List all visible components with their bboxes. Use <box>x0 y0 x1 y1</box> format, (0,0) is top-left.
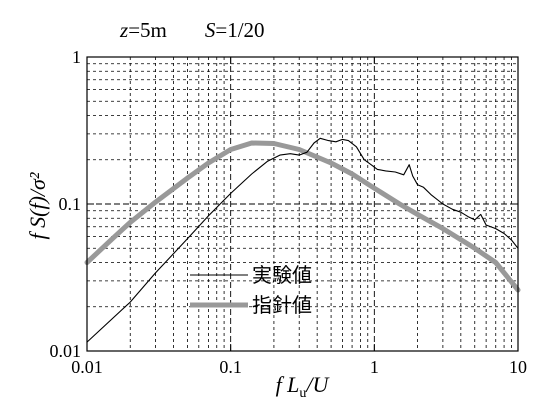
legend-label-experiment: 実験値 <box>252 263 312 287</box>
x-tick-label: 0.1 <box>219 357 242 377</box>
plot-series <box>84 137 521 343</box>
legend: 実験値 指針値 <box>190 263 312 317</box>
title-z-value: =5m <box>128 18 167 42</box>
y-tick-label: 0.1 <box>59 194 82 214</box>
x-axis-label-subscript: u <box>299 386 306 401</box>
y-tick-label: 1 <box>72 47 81 67</box>
plot-frame <box>86 56 519 352</box>
legend-label-guideline: 指針値 <box>252 293 312 317</box>
x-axis-label-tail: /U <box>304 372 330 397</box>
y-axis-label: f S(f)/σ² <box>25 172 50 239</box>
title-z-symbol: z <box>119 18 128 42</box>
axis-ticks: 0.01 0.1 1 10 0.01 0.1 1 <box>50 47 528 377</box>
title-s-value: =1/20 <box>215 18 264 42</box>
y-tick-label: 0.01 <box>50 341 82 361</box>
series-line-guideline <box>84 140 521 293</box>
title-s-symbol: S <box>205 18 216 42</box>
x-axis-label-main: f L <box>276 372 300 397</box>
x-tick-label: 10 <box>509 357 527 377</box>
series-line-experiment <box>86 137 519 343</box>
x-tick-label: 0.01 <box>71 357 103 377</box>
x-axis-label: f Lu/U <box>276 372 331 401</box>
chart-title: z=5m S=1/20 <box>119 18 265 42</box>
grid <box>87 57 518 351</box>
x-tick-label: 1 <box>370 357 379 377</box>
